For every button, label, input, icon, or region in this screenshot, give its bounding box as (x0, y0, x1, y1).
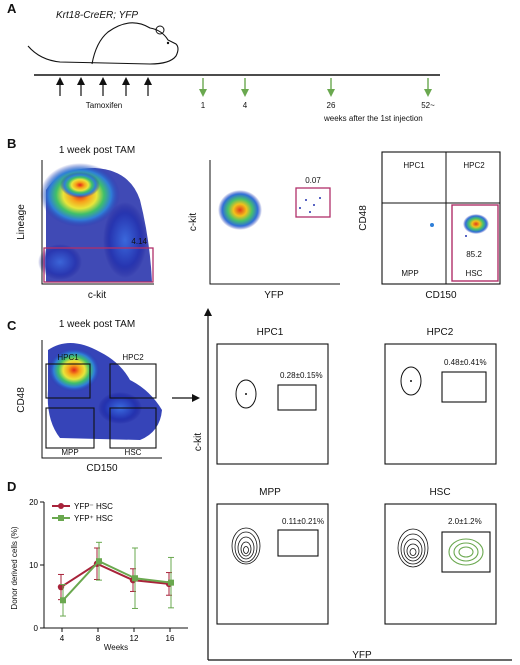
d-ytick-label: 20 (29, 498, 38, 507)
c-gate-hpc2 (109, 363, 157, 399)
chart-d: 0 10 20 4 8 12 16 YFP⁻ HSC YFP⁺ HSC (29, 498, 188, 643)
d-xtick-label: 8 (96, 634, 101, 643)
c-mpp-value: 0.11±0.21% (282, 517, 324, 526)
c-overview-ylabel: CD48 (16, 387, 27, 413)
c-hsc-gate (441, 531, 491, 573)
c-mpp-contours (231, 527, 261, 565)
d-ylabel: Donor derived cells (%) (10, 526, 19, 609)
c-subplot-title-hpc1: HPC1 (257, 327, 284, 338)
mouse-icon (27, 22, 179, 65)
d-xtick-label: 16 (166, 634, 175, 643)
b1-gate (43, 247, 154, 283)
d-ytick-label: 10 (29, 561, 38, 570)
b1-density-plot (38, 160, 154, 284)
c-gate-hsc (109, 407, 157, 449)
b3-quadrant-label: HPC1 (403, 161, 425, 170)
d-point (60, 597, 66, 604)
c-gate-hpc1 (45, 363, 91, 399)
c-hpc1-contours (235, 379, 257, 409)
b3-quadrant-label: HPC2 (463, 161, 485, 170)
b3-gate-value: 85.2 (466, 250, 482, 259)
b1-ylabel: Lineage (16, 204, 27, 240)
d-series-line (62, 560, 172, 601)
timepoint-label: 4 (243, 101, 248, 110)
c-gate-mpp (45, 407, 95, 449)
c-hpc2-contours (400, 366, 422, 396)
c-subplot-mpp (216, 503, 329, 625)
d-series-line (60, 562, 170, 588)
c-hsc-contours (397, 528, 429, 568)
c-overview-axes (41, 340, 162, 459)
c-hsc-yfp-contours (448, 538, 484, 566)
d-xlabel: Weeks (104, 643, 128, 652)
c-mpp-gate (277, 529, 319, 557)
c-contour-xlabel: YFP (352, 650, 372, 661)
panel-label-c: C (7, 318, 17, 333)
d-xtick-label: 12 (130, 634, 139, 643)
d-legend-marker (58, 515, 64, 521)
b2-density-plot (218, 190, 321, 230)
c-overview-title: 1 week post TAM (59, 319, 135, 330)
mouse-genotype-label: Krt18-CreER; YFP (56, 10, 138, 21)
c-hpc1-gate (277, 384, 317, 411)
d-xtick-label: 4 (60, 634, 65, 643)
d-ytick-label: 0 (34, 624, 39, 633)
d-legend-label: YFP⁻ HSC (74, 502, 113, 511)
d-point (132, 575, 138, 582)
d-legend-label: YFP⁺ HSC (74, 514, 113, 523)
d-point (168, 579, 174, 586)
b1-title: 1 week post TAM (59, 145, 135, 156)
tamoxifen-arrows (56, 77, 152, 96)
c-hpc1-value: 0.28±0.15% (280, 371, 323, 380)
c-gate-label: HSC (125, 448, 142, 457)
b3-density-plot (430, 214, 489, 237)
panel-label-b: B (7, 136, 16, 151)
c-gate-label: HPC1 (57, 353, 79, 362)
c-subplot-hpc2 (384, 343, 497, 465)
panel-label-a: A (7, 1, 17, 16)
c-overview-xlabel: CD150 (86, 463, 118, 474)
c-contour-ylabel: c-kit (193, 433, 204, 452)
b3-frame (381, 151, 501, 285)
b2-axes (209, 160, 340, 285)
timepoint-label: 26 (327, 101, 336, 110)
c-subplot-title-mpp: MPP (259, 487, 281, 498)
b2-gate (295, 187, 331, 218)
b3-quadrant-label: HSC (466, 269, 483, 278)
b3-ylabel: CD48 (358, 205, 369, 231)
panel-label-d: D (7, 479, 16, 494)
c-subplot-hpc1 (216, 343, 329, 465)
timepoint-label: 1 (201, 101, 206, 110)
c-subplot-hsc (384, 503, 497, 625)
b3-gate (451, 204, 499, 282)
c-hpc2-value: 0.48±0.41% (444, 358, 487, 367)
b2-xlabel: YFP (264, 290, 284, 301)
c-hpc2-gate (441, 371, 487, 403)
d-point (96, 558, 102, 565)
tamoxifen-label: Tamoxifen (86, 101, 122, 110)
d-legend-marker (58, 503, 64, 509)
b3-quadrant-label: MPP (401, 269, 418, 278)
c-gate-label: MPP (61, 448, 78, 457)
c-subplot-title-hpc2: HPC2 (427, 327, 454, 338)
b1-axes (41, 160, 154, 285)
b2-gate-value: 0.07 (305, 176, 321, 185)
timeline-caption: weeks after the 1st injection (323, 114, 423, 123)
c-hsc-value: 2.0±1.2% (448, 517, 482, 526)
timepoint-label: 52~ (421, 101, 435, 110)
b1-gate-value: 4.14 (131, 237, 147, 246)
b3-xlabel: CD150 (425, 290, 457, 301)
d-axes (43, 502, 188, 629)
timepoint-arrows (199, 78, 432, 97)
b2-ylabel: c-kit (188, 213, 199, 232)
b1-xlabel: c-kit (88, 290, 107, 301)
c-subplot-title-hsc: HSC (429, 487, 450, 498)
c-gate-label: HPC2 (122, 353, 144, 362)
